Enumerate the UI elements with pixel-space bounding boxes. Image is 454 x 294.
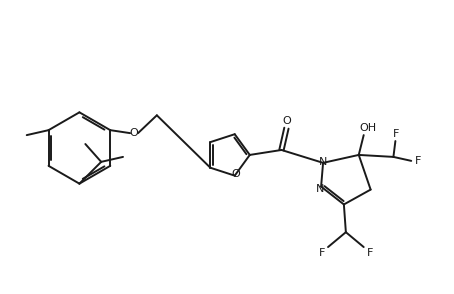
- Text: O: O: [232, 169, 240, 179]
- Text: F: F: [415, 156, 421, 166]
- Text: F: F: [393, 129, 400, 139]
- Text: F: F: [319, 248, 325, 258]
- Text: O: O: [282, 116, 291, 126]
- Text: F: F: [366, 248, 373, 258]
- Text: OH: OH: [359, 123, 376, 133]
- Text: N: N: [319, 157, 327, 167]
- Text: N: N: [316, 184, 324, 194]
- Text: O: O: [130, 128, 138, 138]
